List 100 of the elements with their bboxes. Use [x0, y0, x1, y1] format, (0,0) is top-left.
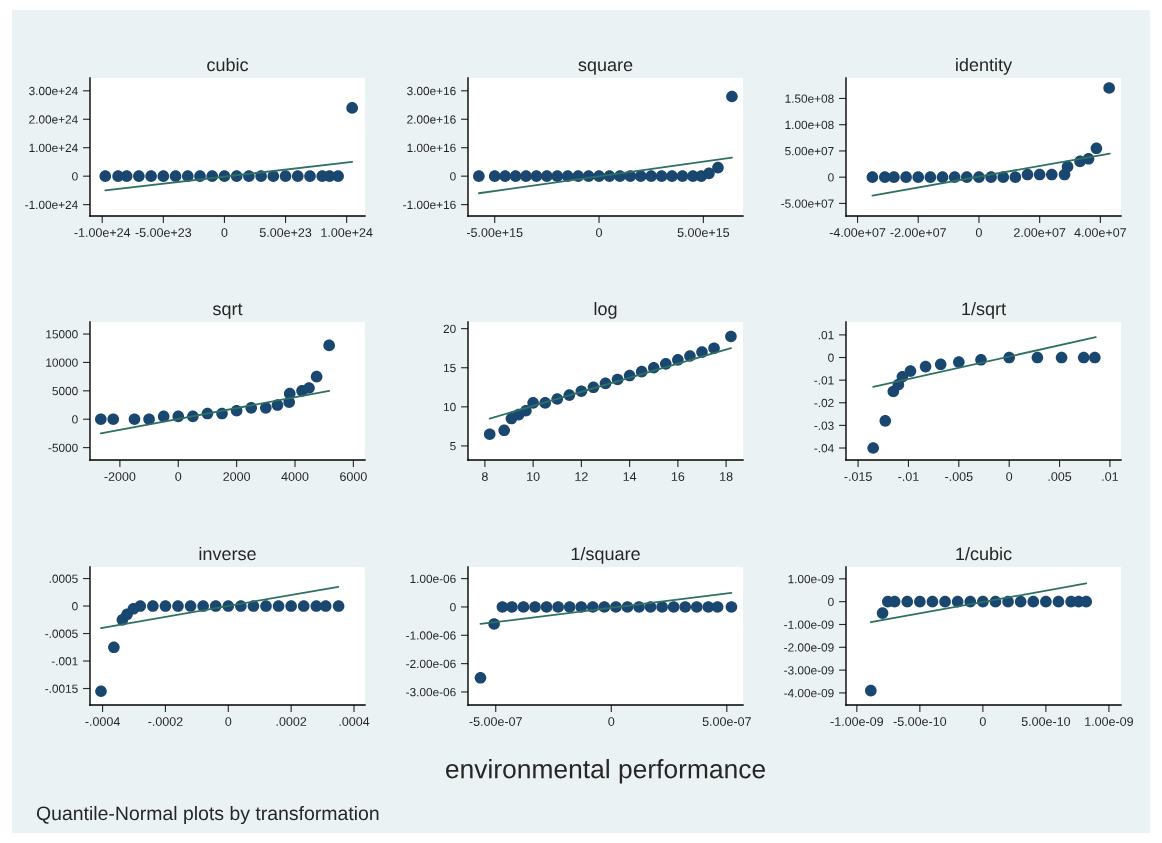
y-tick-label: -.01: [814, 376, 834, 385]
chart-title: cubic: [207, 57, 249, 72]
x-tick-label: -5.00e+23: [135, 228, 192, 237]
point: [867, 442, 880, 454]
x-tick-label: 18: [720, 472, 733, 481]
point: [529, 601, 541, 613]
x-tick-label: 12: [575, 472, 588, 481]
x-tick-label: 8: [481, 472, 488, 481]
point: [260, 402, 272, 414]
y-tick-label: 0: [828, 173, 834, 182]
point: [474, 671, 487, 684]
point: [540, 601, 553, 613]
point: [1090, 142, 1103, 155]
point: [936, 171, 949, 183]
y-tick-label: -5000: [48, 443, 78, 453]
point: [865, 684, 877, 697]
point: [725, 330, 737, 343]
y-tick-label: 5.00e+07: [785, 146, 834, 156]
x-tick-label: -5.00e-10: [893, 717, 947, 726]
x-tick-label: 5.00e-07: [702, 717, 751, 726]
y-tick-label: -1.00e+24: [25, 200, 78, 210]
y-tick-label: 0: [450, 172, 456, 181]
point: [143, 413, 155, 426]
x-tick-label: -.0004: [85, 717, 120, 726]
point: [272, 600, 285, 612]
point: [95, 413, 107, 426]
point: [107, 413, 120, 426]
point: [926, 595, 939, 608]
chart-title: 1/sqrt: [962, 301, 1006, 319]
point: [1052, 595, 1065, 608]
point: [563, 601, 576, 613]
x-tick-label: 0: [608, 717, 615, 726]
point: [1033, 168, 1046, 181]
point: [879, 415, 892, 427]
point: [939, 595, 951, 608]
point: [934, 358, 947, 371]
point: [1077, 351, 1090, 364]
y-tick-label: 3.00e+16: [407, 86, 456, 96]
point: [888, 171, 900, 183]
x-axis-title: environmental performance: [446, 759, 765, 784]
y-tick-label: 10000: [46, 358, 78, 367]
y-tick-label: 2.00e+16: [407, 115, 456, 124]
y-tick-label: -.0015: [45, 684, 78, 693]
point: [297, 600, 310, 612]
y-tick-label: 1.00e-06: [410, 574, 456, 584]
x-tick-label: 0: [596, 228, 603, 237]
y-tick-label: 1.00e+24: [29, 143, 78, 153]
point: [95, 685, 107, 698]
point: [924, 171, 937, 183]
y-tick-label: -1.00e-09: [784, 620, 834, 629]
x-tick-label: 5.00e-10: [1021, 717, 1071, 726]
x-tick-label: -.0002: [148, 717, 183, 726]
point: [679, 601, 692, 613]
point: [1021, 168, 1034, 181]
point: [332, 600, 345, 612]
x-tick-label: -.015: [844, 472, 872, 481]
point: [134, 600, 147, 612]
y-tick-label: -2.00e-06: [406, 659, 456, 669]
y-tick-label: -4.00e-09: [784, 688, 834, 698]
y-tick-label: 15: [443, 363, 456, 373]
y-tick-label: 2.00e+24: [29, 115, 78, 124]
x-tick-label: 1.00e-09: [1085, 717, 1133, 726]
point: [667, 601, 680, 613]
point: [866, 171, 879, 183]
x-tick-label: 1.00e+24: [321, 228, 373, 237]
y-tick-label: -.02: [814, 398, 834, 408]
chart-title: log: [594, 301, 617, 319]
y-tick-label: 1.50e+08: [785, 94, 834, 103]
x-tick-label: .005: [1048, 472, 1072, 481]
point: [172, 600, 184, 612]
x-tick-label: -.01: [898, 472, 919, 481]
x-tick-label: 2000: [223, 472, 251, 481]
point: [1027, 595, 1040, 608]
x-tick-label: 2.00e+07: [1014, 228, 1066, 237]
point: [184, 600, 197, 612]
point: [1103, 82, 1115, 94]
point: [498, 424, 510, 437]
y-tick-label: 15000: [46, 330, 78, 339]
point: [876, 607, 889, 619]
point: [901, 595, 914, 608]
point: [552, 601, 564, 613]
y-tick-label: -5.00e+07: [781, 199, 834, 208]
point: [285, 600, 297, 612]
point: [159, 600, 172, 612]
point: [1061, 160, 1074, 173]
point: [147, 600, 159, 612]
y-tick-label: -.0005: [45, 629, 78, 638]
y-tick-label: 5000: [52, 386, 78, 396]
point: [914, 595, 926, 608]
point: [108, 641, 120, 654]
x-tick-label: -2000: [104, 472, 136, 481]
x-tick-label: 0: [1006, 472, 1013, 481]
point: [1045, 168, 1058, 181]
x-tick-label: .0002: [276, 717, 307, 726]
point: [725, 601, 738, 613]
point: [912, 171, 925, 183]
point: [303, 382, 315, 394]
y-tick-label: .01: [818, 330, 834, 340]
point: [904, 365, 917, 377]
x-tick-label: 4000: [281, 472, 309, 481]
